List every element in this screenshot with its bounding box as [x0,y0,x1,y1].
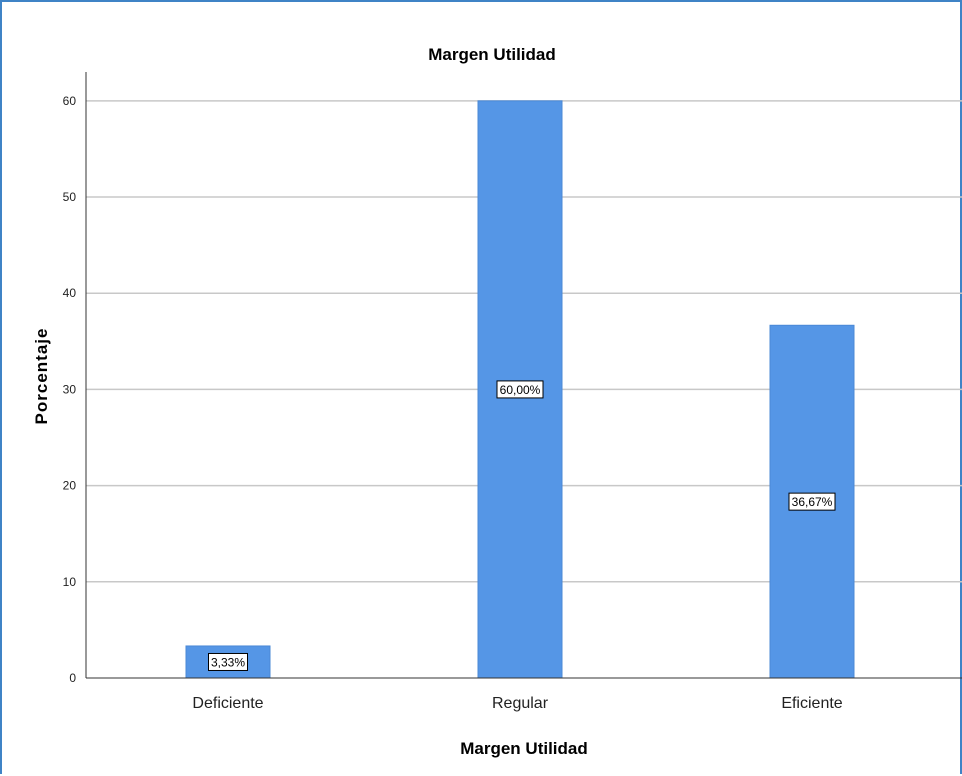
chart-title: Margen Utilidad [428,45,556,64]
x-axis-title: Margen Utilidad [460,739,588,758]
y-axis-title: Porcentaje [32,328,51,425]
y-tick-label: 40 [63,286,77,300]
y-tick-label: 0 [69,671,76,685]
y-tick-label: 50 [63,190,77,204]
axis-layer: 0 10 20 30 40 50 60 Deficiente Regular Eficiente [63,72,962,712]
data-label: 3,33% [211,655,245,669]
data-label: 60,00% [500,383,541,397]
data-label: 36,67% [792,495,833,509]
label-layer: 3,33% 60,00% 36,67% [208,380,836,671]
data-label-box [788,492,836,511]
y-tick-label: 30 [63,382,77,396]
y-tick-label: 60 [63,94,77,108]
x-tick-label: Deficiente [192,695,263,712]
data-label-box [496,380,544,399]
y-tick-label: 20 [63,479,77,493]
data-label-box [208,652,248,671]
x-tick-label: Eficiente [781,695,842,712]
x-tick-label: Regular [492,695,549,712]
y-tick-label: 10 [63,575,77,589]
